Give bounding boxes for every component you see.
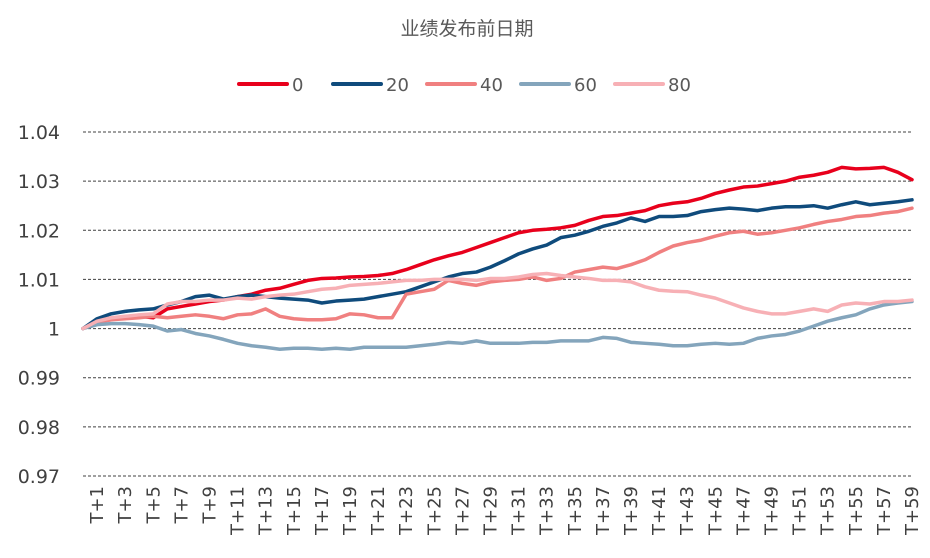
chart-title: 业绩发布前日期 — [400, 18, 533, 40]
legend-label: 60 — [574, 75, 597, 96]
x-tick-label: T+29 — [480, 486, 501, 536]
legend-item-60: 60 — [519, 75, 597, 96]
legend-item-80: 80 — [613, 75, 691, 96]
y-axis: 1.04 1.03 1.02 1.01 1 0.99 0.98 0.97 — [18, 122, 60, 488]
y-tick-label: 1.01 — [18, 269, 60, 291]
y-tick-label: 1.03 — [18, 171, 60, 193]
x-tick-label: T+17 — [312, 486, 333, 536]
y-tick-label: 0.98 — [18, 417, 60, 439]
series-line-20 — [81, 198, 914, 331]
x-tick-label: T+45 — [705, 486, 726, 536]
gridlines — [83, 131, 912, 477]
x-tick-label: T+55 — [846, 486, 867, 536]
series-line-40 — [81, 206, 914, 331]
x-axis: T+1 T+3 T+5 T+7 T+9 T+11 T+13 T+15 T+17 T+19 T+21 T… — [87, 486, 923, 536]
y-tick-label: 0.97 — [18, 466, 60, 488]
x-tick-label: T+21 — [368, 486, 389, 536]
x-tick-label: T+39 — [621, 486, 642, 536]
x-tick-label: T+31 — [509, 486, 530, 536]
x-tick-label: T+43 — [677, 486, 698, 536]
x-tick-label: T+9 — [199, 486, 220, 525]
y-tick-label: 0.99 — [18, 368, 60, 390]
x-tick-label: T+57 — [874, 486, 895, 536]
x-tick-label: T+59 — [902, 486, 923, 536]
x-tick-label: T+5 — [143, 486, 164, 525]
x-tick-label: T+53 — [818, 486, 839, 536]
legend-item-40: 40 — [425, 75, 503, 96]
legend-label: 40 — [480, 75, 503, 96]
series-line-80 — [81, 271, 914, 331]
series-lines — [81, 165, 914, 351]
legend-label: 0 — [292, 75, 303, 96]
x-tick-label: T+19 — [340, 486, 361, 536]
x-tick-label: T+51 — [790, 486, 811, 536]
x-tick-label: T+33 — [537, 486, 558, 536]
x-tick-label: T+49 — [761, 486, 782, 536]
y-tick-label: 1.04 — [18, 122, 60, 144]
x-tick-label: T+47 — [733, 486, 754, 536]
legend: 0 20 40 60 80 — [237, 75, 691, 96]
series-line-60 — [81, 299, 914, 351]
legend-label: 80 — [668, 75, 691, 96]
x-tick-label: T+1 — [87, 486, 108, 525]
x-tick-label: T+41 — [649, 486, 670, 536]
x-tick-label: T+13 — [256, 486, 277, 536]
legend-item-20: 20 — [331, 75, 409, 96]
x-tick-label: T+11 — [228, 486, 249, 536]
legend-item-0: 0 — [237, 75, 303, 96]
x-tick-label: T+37 — [593, 486, 614, 536]
y-tick-label: 1 — [48, 319, 60, 341]
x-tick-label: T+27 — [452, 486, 473, 536]
x-tick-label: T+35 — [565, 486, 586, 536]
x-tick-label: T+23 — [396, 486, 417, 536]
series-line-0 — [81, 165, 914, 331]
x-tick-label: T+3 — [115, 486, 136, 525]
x-tick-label: T+7 — [171, 486, 192, 525]
x-tick-label: T+15 — [284, 486, 305, 536]
legend-label: 20 — [386, 75, 409, 96]
x-tick-label: T+25 — [424, 486, 445, 536]
y-tick-label: 1.02 — [18, 220, 60, 242]
